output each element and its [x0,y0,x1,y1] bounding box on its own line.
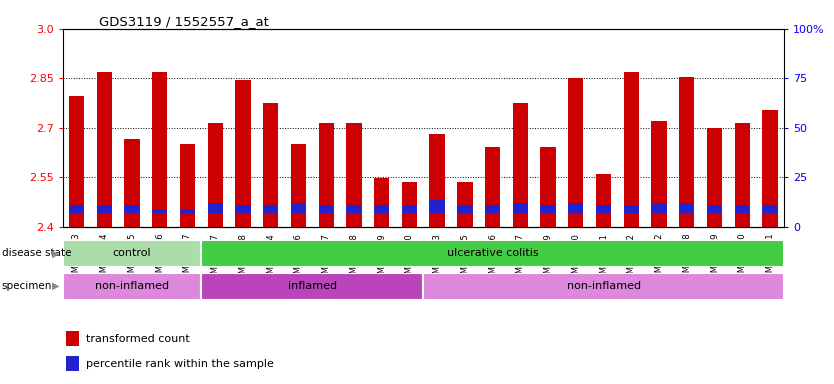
Bar [291,144,306,227]
Bar [97,205,112,214]
Bar [430,200,445,214]
Bar [679,76,695,227]
Bar [291,204,306,214]
Bar [68,96,84,227]
Text: control: control [113,248,151,258]
Bar [374,205,389,214]
Bar [319,123,334,227]
Bar [263,205,279,214]
Bar [235,80,250,227]
Bar [540,205,555,214]
Text: non-inflamed: non-inflamed [566,281,641,291]
Bar [513,103,528,227]
Bar [346,123,361,227]
Bar [457,205,473,214]
Bar [540,147,555,227]
Bar [97,72,112,227]
Bar [735,205,750,214]
Bar [457,182,473,227]
Bar [208,123,223,227]
Bar [180,210,195,214]
Bar [374,178,389,227]
Bar [762,109,778,227]
Bar [124,205,139,214]
Bar [423,273,784,300]
Bar [66,331,79,346]
Bar [124,139,139,227]
Bar [63,240,201,267]
Text: ulcerative colitis: ulcerative colitis [447,248,539,258]
Bar [513,204,528,214]
Bar [485,147,500,227]
Bar [263,103,279,227]
Bar [679,204,695,214]
Bar [319,205,334,214]
Bar [208,204,223,214]
Bar [68,205,84,214]
Bar [152,72,168,227]
Text: transformed count: transformed count [86,334,189,344]
Bar [152,210,168,214]
Text: GDS3119 / 1552557_a_at: GDS3119 / 1552557_a_at [98,15,269,28]
Bar [180,144,195,227]
Text: ▶: ▶ [52,281,59,291]
Bar [402,182,417,227]
Bar [201,240,784,267]
Bar [707,205,722,214]
Bar [63,273,201,300]
Bar [624,72,639,227]
Bar [568,204,584,214]
Bar [201,273,423,300]
Text: specimen: specimen [2,281,52,291]
Text: inflamed: inflamed [288,281,337,291]
Text: ▶: ▶ [52,248,59,258]
Bar [651,204,666,214]
Text: disease state: disease state [2,248,71,258]
Bar [66,356,79,371]
Bar [568,78,584,227]
Bar [485,205,500,214]
Bar [651,121,666,227]
Bar [430,134,445,227]
Bar [596,174,611,227]
Bar [596,205,611,214]
Bar [402,205,417,214]
Bar [707,127,722,227]
Bar [624,205,639,214]
Bar [235,205,250,214]
Bar [735,123,750,227]
Text: non-inflamed: non-inflamed [95,281,169,291]
Bar [762,205,778,214]
Text: percentile rank within the sample: percentile rank within the sample [86,359,274,369]
Bar [346,205,361,214]
